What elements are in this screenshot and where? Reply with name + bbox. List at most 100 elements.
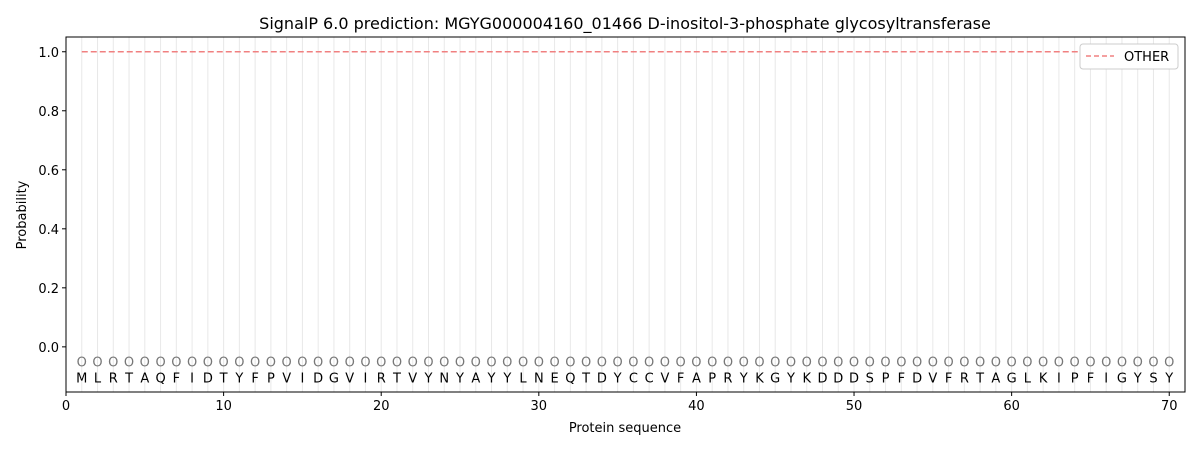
label-mark: O <box>203 356 213 371</box>
residue-label: Q <box>155 371 165 386</box>
label-mark: O <box>896 356 906 371</box>
residue-label: Y <box>502 371 511 386</box>
label-mark: O <box>991 356 1001 371</box>
label-mark: O <box>865 356 875 371</box>
label-mark: O <box>549 356 559 371</box>
residue-label: E <box>550 371 558 386</box>
legend-label-other: OTHER <box>1124 50 1169 65</box>
residue-label: F <box>677 371 684 386</box>
residue-label: S <box>866 371 874 386</box>
y-tick-label: 0.4 <box>38 223 59 238</box>
x-tick-label: 20 <box>373 399 390 414</box>
label-mark: O <box>1070 356 1080 371</box>
label-mark: O <box>1054 356 1064 371</box>
label-mark: O <box>455 356 465 371</box>
label-mark: O <box>644 356 654 371</box>
x-tick-label: 40 <box>688 399 705 414</box>
y-tick-label: 0.8 <box>38 105 59 120</box>
chart-title: SignalP 6.0 prediction: MGYG000004160_01… <box>259 14 991 34</box>
label-mark: O <box>565 356 575 371</box>
residue-label: I <box>1104 371 1108 386</box>
residue-label: D <box>912 371 922 386</box>
x-axis-label: Protein sequence <box>569 421 681 436</box>
label-mark: O <box>1148 356 1158 371</box>
label-mark: O <box>329 356 339 371</box>
label-mark: O <box>1085 356 1095 371</box>
residue-label: F <box>898 371 905 386</box>
x-tick-label: 30 <box>531 399 548 414</box>
residue-label: T <box>581 371 590 386</box>
residue-label: P <box>708 371 716 386</box>
label-mark: O <box>392 356 402 371</box>
residue-label: Y <box>487 371 496 386</box>
residue-label: T <box>392 371 401 386</box>
label-mark: O <box>943 356 953 371</box>
label-mark: O <box>912 356 922 371</box>
label-mark: O <box>250 356 260 371</box>
label-mark: O <box>77 356 87 371</box>
residue-label: I <box>190 371 194 386</box>
label-mark: O <box>266 356 276 371</box>
y-tick-label: 1.0 <box>38 46 59 61</box>
residue-label: D <box>817 371 827 386</box>
label-mark: O <box>486 356 496 371</box>
residue-label: D <box>833 371 843 386</box>
label-mark: O <box>187 356 197 371</box>
x-tick-label: 70 <box>1161 399 1178 414</box>
residue-label: P <box>882 371 890 386</box>
residue-label: L <box>519 371 527 386</box>
label-mark: O <box>297 356 307 371</box>
label-mark: O <box>802 356 812 371</box>
residue-label: Y <box>424 371 433 386</box>
residue-label: Y <box>739 371 748 386</box>
legend-box <box>1079 43 1179 70</box>
label-mark: O <box>534 356 544 371</box>
label-mark: O <box>376 356 386 371</box>
x-tick-label: 60 <box>1003 399 1020 414</box>
label-mark: O <box>739 356 749 371</box>
label-mark: O <box>880 356 890 371</box>
label-mark: O <box>628 356 638 371</box>
residue-label: G <box>770 371 780 386</box>
label-mark: O <box>660 356 670 371</box>
label-mark: O <box>959 356 969 371</box>
label-mark: O <box>423 356 433 371</box>
label-mark: O <box>1038 356 1048 371</box>
residue-label: D <box>203 371 213 386</box>
residue-label: M <box>76 371 87 386</box>
residue-label: S <box>1149 371 1157 386</box>
residue-label: V <box>408 371 417 386</box>
x-tick-label: 0 <box>62 399 70 414</box>
label-mark: O <box>218 356 228 371</box>
residue-label: C <box>629 371 638 386</box>
label-mark: O <box>849 356 859 371</box>
label-mark: O <box>155 356 165 371</box>
residue-label: F <box>173 371 180 386</box>
label-mark: O <box>833 356 843 371</box>
residue-label: L <box>1024 371 1032 386</box>
label-mark: O <box>975 356 985 371</box>
residue-label: A <box>692 371 701 386</box>
label-mark: O <box>928 356 938 371</box>
residue-label: I <box>300 371 304 386</box>
residue-label: A <box>991 371 1000 386</box>
residue-label: R <box>377 371 386 386</box>
residue-label: V <box>928 371 937 386</box>
residue-label: Y <box>234 371 243 386</box>
label-mark: O <box>171 356 181 371</box>
label-mark: O <box>360 356 370 371</box>
residue-label: V <box>660 371 669 386</box>
label-mark: O <box>313 356 323 371</box>
label-mark: O <box>471 356 481 371</box>
residue-label: N <box>534 371 544 386</box>
residue-label: R <box>723 371 732 386</box>
residue-label: F <box>251 371 258 386</box>
label-mark: O <box>691 356 701 371</box>
legend: OTHER <box>1079 43 1179 70</box>
label-mark: O <box>613 356 623 371</box>
residue-label: F <box>945 371 952 386</box>
label-mark: O <box>770 356 780 371</box>
label-mark: O <box>754 356 764 371</box>
residue-label: A <box>471 371 480 386</box>
label-mark: O <box>1022 356 1032 371</box>
